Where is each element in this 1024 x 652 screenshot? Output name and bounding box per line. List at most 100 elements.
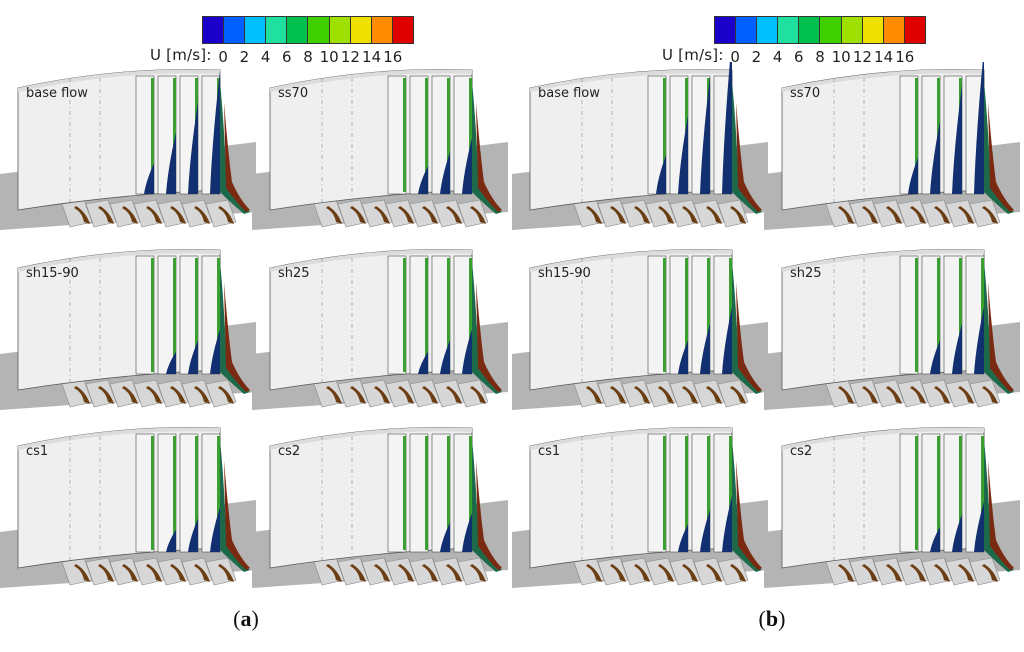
fin-flow-trace xyxy=(706,386,722,404)
blade-tip xyxy=(530,249,732,272)
blade-illustration xyxy=(0,248,256,410)
blade-tip xyxy=(18,69,220,92)
legend-tick-label: 12 xyxy=(340,48,360,66)
fin-flow-trace xyxy=(634,206,650,224)
legend-swatch xyxy=(224,17,246,43)
fin-flow-trace xyxy=(682,206,698,224)
low-velocity-region xyxy=(700,323,710,374)
case-label: cs1 xyxy=(538,444,561,459)
low-velocity-region xyxy=(722,496,732,552)
legend-tick-label: 2 xyxy=(239,48,250,66)
low-velocity-region xyxy=(188,101,198,194)
low-velocity-region xyxy=(678,340,688,374)
vane-edge-band xyxy=(729,436,732,550)
low-velocity-region xyxy=(166,132,176,194)
vane-edge-band xyxy=(447,78,450,192)
fin-flow-trace xyxy=(218,206,234,224)
legend-label: U [m/s]: xyxy=(150,46,212,64)
vane-edge-band xyxy=(685,258,688,372)
low-velocity-region xyxy=(930,340,940,374)
blade-illustration xyxy=(512,62,768,230)
vane-edge-band xyxy=(195,258,198,372)
blade-panel: base flow xyxy=(0,62,256,230)
vane-edge-band xyxy=(403,78,406,192)
fin-flow-trace xyxy=(422,386,438,404)
fin-flow-trace xyxy=(658,564,674,582)
low-velocity-region xyxy=(440,522,450,552)
legend-tick-label: 12 xyxy=(852,48,872,66)
vane-edge-band xyxy=(447,436,450,550)
legend-swatch xyxy=(308,17,330,43)
fin-flow-trace xyxy=(446,564,462,582)
blade-panel: sh25 xyxy=(764,242,1020,410)
low-velocity-region xyxy=(974,62,984,194)
low-velocity-region xyxy=(188,518,198,552)
fin-flow-trace xyxy=(730,206,746,224)
legend-swatch xyxy=(883,17,905,43)
wake-edge xyxy=(476,102,502,212)
vane-edge-band xyxy=(685,436,688,550)
caption-a: (a) xyxy=(233,606,259,631)
low-velocity-region xyxy=(144,163,154,194)
low-velocity-region xyxy=(974,501,984,552)
fin-flow-trace xyxy=(98,386,114,404)
blade-panel: ss70 xyxy=(764,62,1020,230)
case-label: cs2 xyxy=(790,444,813,459)
low-velocity-region xyxy=(952,84,962,194)
fin-flow-trace xyxy=(610,206,626,224)
fin-flow-trace xyxy=(910,564,926,582)
fin-flow-trace xyxy=(658,386,674,404)
legend-tick-label: 4 xyxy=(772,48,783,66)
blade-panel: cs1 xyxy=(0,420,256,588)
case-label: base flow xyxy=(538,86,600,101)
vane-edge-band xyxy=(425,258,428,372)
legend-swatch xyxy=(820,17,842,43)
fin-flow-trace xyxy=(398,206,414,224)
legend-tick-label: 16 xyxy=(895,48,915,66)
fin-flow-trace xyxy=(886,206,902,224)
fin-flow-trace xyxy=(862,564,878,582)
fin-flow-trace xyxy=(958,386,974,404)
vane-edge-band xyxy=(707,258,710,372)
velocity-legend: U [m/s]: 0 2 4 6 8 10 12 14 16 xyxy=(652,16,932,68)
legend-label: U [m/s]: xyxy=(662,46,724,64)
fin-flow-trace xyxy=(886,564,902,582)
vane-edge-band xyxy=(937,258,940,372)
fin-flow-trace xyxy=(326,386,342,404)
low-velocity-region xyxy=(678,524,688,552)
fin-flow-trace xyxy=(958,206,974,224)
blade-illustration xyxy=(512,248,768,410)
case-label: sh15-90 xyxy=(26,266,79,281)
blade-panel: cs1 xyxy=(512,420,768,588)
blade-panel: sh15-90 xyxy=(0,242,256,410)
blade-tip xyxy=(530,427,732,450)
low-velocity-region xyxy=(462,512,472,552)
vane-edge-band xyxy=(663,258,666,372)
vane-edge-band xyxy=(151,78,154,192)
blade-illustration xyxy=(0,426,256,588)
wake-edge xyxy=(736,282,762,392)
fin-flow-trace xyxy=(74,386,90,404)
blade-tip xyxy=(782,249,984,272)
vane-edge-band xyxy=(469,78,472,192)
case-label: ss70 xyxy=(278,86,309,101)
fin-flow-trace xyxy=(350,564,366,582)
case-label: sh15-90 xyxy=(538,266,591,281)
legend-colorbar xyxy=(714,16,926,44)
low-velocity-region xyxy=(908,157,918,194)
fin-flow-trace xyxy=(586,206,602,224)
blade-panel: ss70 xyxy=(252,62,508,230)
fin-flow-trace xyxy=(446,206,462,224)
vane-edge-band xyxy=(959,436,962,550)
fin-flow-trace xyxy=(958,564,974,582)
legend-swatch xyxy=(757,17,779,43)
fin-flow-trace xyxy=(146,386,162,404)
legend-swatch xyxy=(736,17,758,43)
blade-panel: sh15-90 xyxy=(512,242,768,410)
fin-flow-trace xyxy=(350,386,366,404)
low-velocity-region xyxy=(952,323,962,374)
vane-edge-band xyxy=(981,436,984,550)
low-velocity-region xyxy=(440,340,450,374)
blade-tip xyxy=(270,69,472,92)
blade-panel: cs2 xyxy=(252,420,508,588)
